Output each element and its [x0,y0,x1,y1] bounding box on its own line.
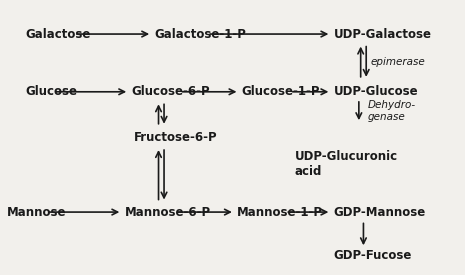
Text: UDP-Glucuronic
acid: UDP-Glucuronic acid [294,150,398,178]
Text: Glucose-6-P: Glucose-6-P [132,85,210,98]
Text: epimerase: epimerase [370,57,425,67]
Text: Glucose: Glucose [26,85,78,98]
Text: Mannose: Mannose [7,206,67,219]
Text: UDP-Glucose: UDP-Glucose [333,85,418,98]
Text: Galactose-1-P: Galactose-1-P [154,28,246,40]
Text: Glucose-1-P: Glucose-1-P [242,85,320,98]
Text: Fructose-6-P: Fructose-6-P [134,131,217,144]
Text: Mannose-1-P: Mannose-1-P [237,206,323,219]
Text: Mannose-6-P: Mannose-6-P [125,206,211,219]
Text: Dehydro-
genase: Dehydro- genase [368,100,416,122]
Text: GDP-Fucose: GDP-Fucose [333,249,412,262]
Text: UDP-Galactose: UDP-Galactose [333,28,432,40]
Text: Galactose: Galactose [26,28,91,40]
Text: GDP-Mannose: GDP-Mannose [333,206,426,219]
